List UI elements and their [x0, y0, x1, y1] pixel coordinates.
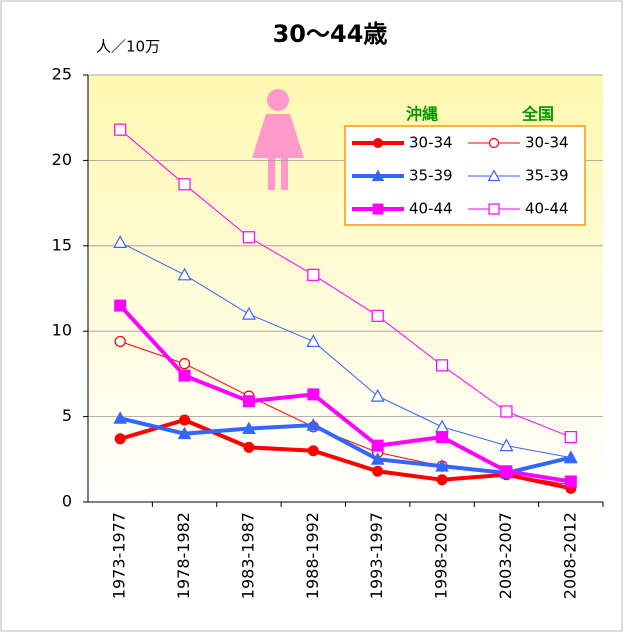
marker — [242, 231, 256, 244]
y-tick-label: 5 — [62, 406, 72, 425]
marker — [372, 465, 384, 477]
x-tick-label: 1978-1982 — [174, 512, 193, 599]
marker — [436, 431, 449, 444]
marker — [435, 459, 449, 472]
marker — [114, 335, 126, 348]
marker — [564, 475, 577, 488]
x-tick-label: 1983-1987 — [238, 512, 257, 599]
legend-label: 40-44 — [409, 200, 453, 218]
legend-label: 35-39 — [525, 167, 569, 185]
x-tick-label: 2003-2007 — [496, 512, 515, 599]
legend-marker — [487, 169, 501, 182]
woman-icon — [252, 89, 304, 190]
legend-marker — [372, 203, 384, 215]
chart-title: 30〜44歳 — [273, 20, 388, 48]
legend-marker — [488, 203, 500, 215]
marker — [306, 418, 321, 431]
x-tick-label: 1998-2002 — [432, 512, 451, 599]
series-line — [119, 416, 572, 475]
marker — [178, 178, 191, 191]
legend-group-title: 全国 — [521, 105, 554, 124]
marker — [307, 268, 320, 281]
marker — [435, 359, 449, 372]
legend-marker — [371, 169, 385, 181]
x-tick-label: 1993-1997 — [367, 512, 386, 599]
legend-label: 30-34 — [525, 134, 569, 152]
marker — [177, 426, 192, 440]
series-line — [119, 241, 571, 459]
legend-group-title: 沖縄 — [406, 105, 438, 124]
y-tick-label: 15 — [52, 235, 72, 254]
x-tick-label: 2008-2012 — [560, 512, 579, 599]
series-line — [118, 304, 572, 484]
marker — [243, 441, 255, 453]
legend-marker — [373, 138, 383, 148]
marker — [499, 438, 514, 452]
marker — [307, 388, 320, 401]
y-tick-label: 20 — [52, 150, 72, 169]
y-tick-label: 10 — [52, 321, 72, 340]
legend-marker — [488, 137, 500, 149]
marker — [371, 309, 384, 322]
y-tick-label: 0 — [62, 492, 72, 511]
marker — [114, 299, 127, 312]
series-line — [119, 417, 572, 491]
marker — [306, 334, 321, 348]
marker — [114, 433, 126, 445]
marker — [179, 414, 191, 426]
marker — [564, 430, 577, 444]
marker — [241, 306, 256, 320]
marker — [178, 358, 191, 370]
marker — [500, 405, 513, 418]
legend-label: 35-39 — [409, 167, 453, 185]
x-tick-label: 1973-1977 — [110, 512, 129, 599]
x-tick-label: 1988-1992 — [303, 512, 322, 599]
marker — [307, 445, 319, 457]
legend-label: 40-44 — [525, 200, 569, 218]
marker — [113, 235, 128, 248]
series-line — [119, 129, 571, 438]
marker — [242, 395, 255, 408]
marker — [113, 411, 128, 424]
marker — [500, 465, 513, 478]
marker — [370, 388, 385, 402]
marker — [114, 123, 127, 136]
marker — [371, 439, 384, 452]
marker — [563, 450, 578, 464]
marker — [177, 267, 192, 281]
marker — [436, 474, 448, 486]
y-axis-label: 人／10万 — [96, 38, 160, 56]
legend-label: 30-34 — [409, 134, 453, 152]
marker — [242, 421, 256, 435]
marker — [370, 452, 385, 465]
y-tick-label: 25 — [52, 65, 72, 84]
marker — [178, 369, 191, 382]
